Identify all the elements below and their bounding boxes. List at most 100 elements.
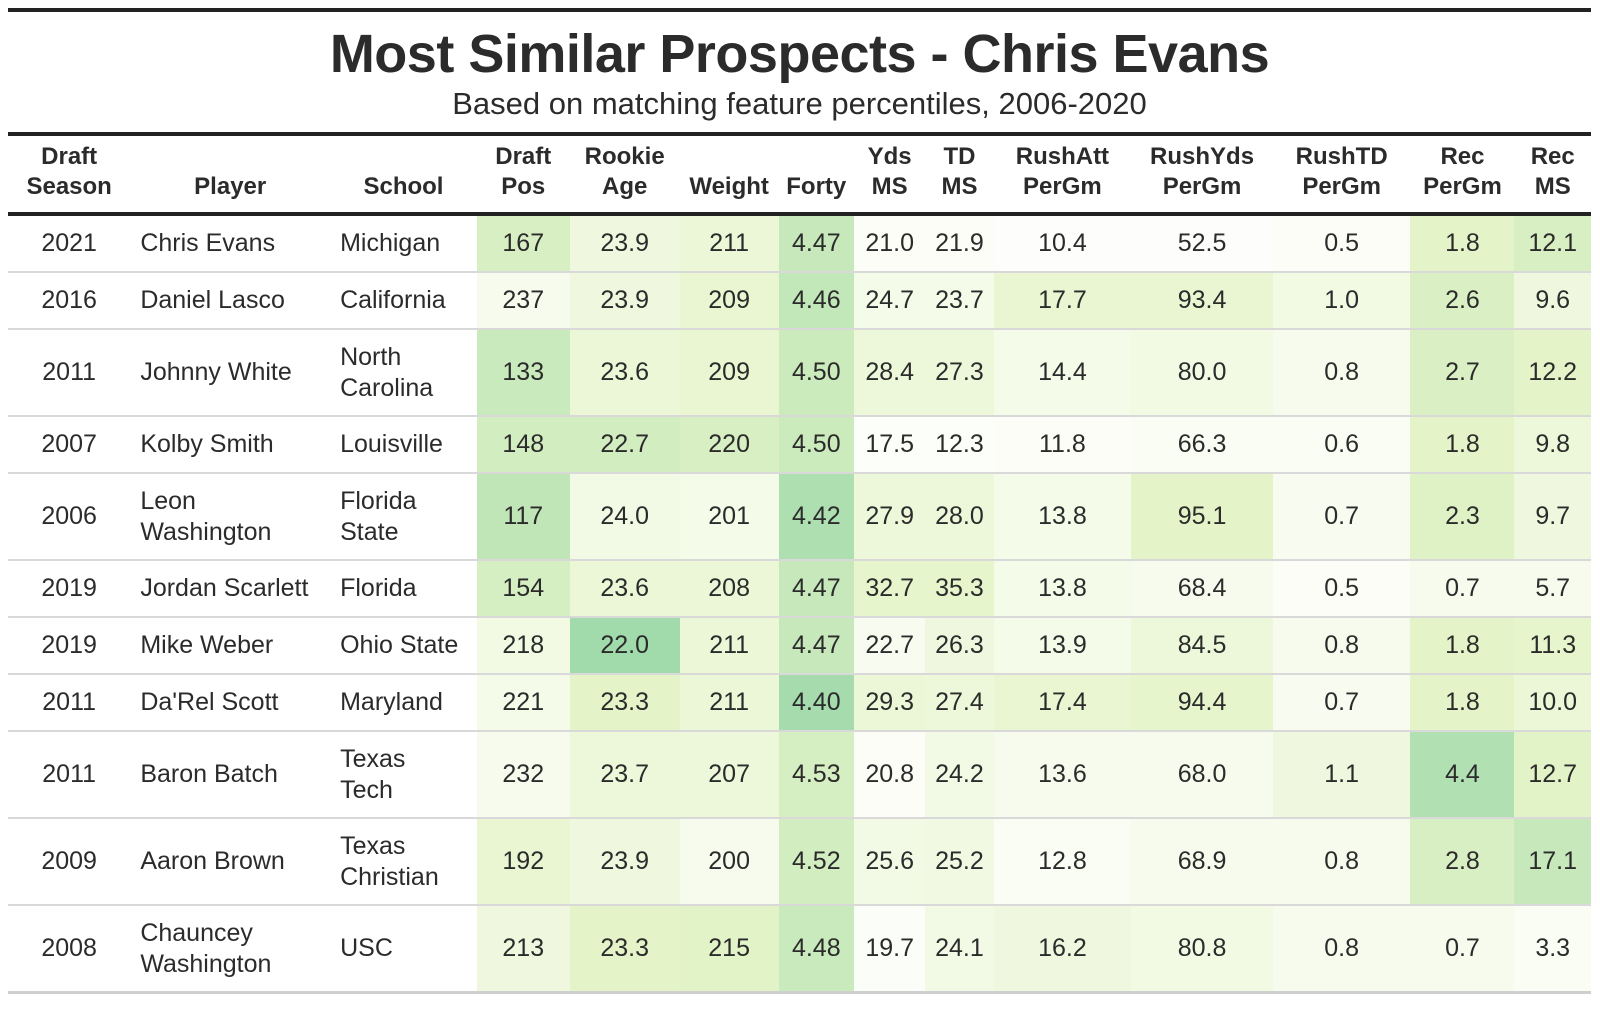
cell-pos: 133 [476,329,570,417]
cell-rushyds: 80.0 [1131,329,1273,417]
column-header-tdms: TD MS [925,136,993,214]
cell-ydsms: 19.7 [853,905,926,994]
cell-rushtd: 0.7 [1272,674,1411,732]
cell-recms: 3.3 [1514,905,1591,994]
column-header-line: Rec [1440,143,1485,170]
cell-forty: 4.42 [778,473,854,561]
cell-weight: 211 [679,674,779,732]
cell-pos: 237 [476,272,570,330]
table-row: 2009 Aaron Brown Texas Christian 192 23.9 200… [8,818,1591,906]
cell-rushatt: 10.4 [993,214,1132,273]
cell-age: 23.9 [569,818,680,906]
cell-recms: 11.3 [1514,617,1591,675]
cell-weight: 209 [679,329,779,417]
cell-rec: 1.8 [1410,416,1515,474]
column-header-line: Weight [689,173,769,200]
table-row: 2019 Jordan Scarlett Florida 154 23.6 208 4.47… [8,560,1591,618]
column-header-rushyds: RushYds PerGm [1131,136,1273,214]
column-header-line: RushYds [1150,143,1255,170]
cell-season: 2019 [8,560,131,618]
column-header-line: MS [941,173,978,200]
cell-rec: 2.8 [1410,818,1515,906]
cell-ydsms: 17.5 [853,416,926,474]
cell-weight: 220 [679,416,779,474]
cell-season: 2006 [8,473,131,561]
column-header-line: Pos [501,173,546,200]
cell-rushyds: 80.8 [1131,905,1273,994]
cell-pos: 148 [476,416,570,474]
cell-rec: 4.4 [1410,731,1515,819]
cell-rec: 2.7 [1410,329,1515,417]
cell-rushatt: 14.4 [993,329,1132,417]
table-body: 2021 Chris Evans Michigan 167 23.9 211 4.47 21.… [8,214,1591,994]
cell-age: 23.9 [569,214,680,273]
cell-rushyds: 84.5 [1131,617,1273,675]
cell-player: Jordan Scarlett [130,560,331,618]
column-header-line: PerGm [1162,173,1242,200]
cell-weight: 207 [679,731,779,819]
cell-ydsms: 21.0 [853,214,926,273]
cell-tdms: 24.2 [925,731,994,819]
cell-tdms: 23.7 [925,272,994,330]
cell-pos: 221 [476,674,570,732]
column-header-recms: Rec MS [1514,136,1591,214]
cell-rushtd: 0.8 [1272,818,1411,906]
cell-rushyds: 94.4 [1131,674,1273,732]
cell-forty: 4.53 [778,731,854,819]
cell-rec: 2.6 [1410,272,1515,330]
cell-recms: 12.7 [1514,731,1591,819]
cell-age: 24.0 [569,473,680,561]
table-row: 2007 Kolby Smith Louisville 148 22.7 220 4.50 1… [8,416,1591,474]
cell-forty: 4.47 [778,560,854,618]
cell-rushtd: 0.8 [1272,617,1411,675]
cell-rushtd: 1.1 [1272,731,1411,819]
cell-recms: 5.7 [1514,560,1591,618]
cell-school: Texas Tech [330,731,477,819]
cell-age: 22.7 [569,416,680,474]
cell-school: Michigan [330,214,477,273]
cell-school: Florida [330,560,477,618]
cell-rec: 1.8 [1410,617,1515,675]
cell-rushtd: 0.5 [1272,214,1411,273]
top-rule [8,8,1591,12]
header-row: Draft Season Player School Draft Pos Rookie Age… [8,136,1591,214]
table-row: 2011 Johnny White North Carolina 133 23.6 209… [8,329,1591,417]
table-row: 2016 Daniel Lasco California 237 23.9 209 4.46… [8,272,1591,330]
table-row: 2019 Mike Weber Ohio State 218 22.0 211 4.47 22… [8,617,1591,675]
table-row: 2008 Chauncey Washington USC 213 23.3 215 4.48… [8,905,1591,994]
cell-pos: 232 [476,731,570,819]
column-header-forty: Forty [779,136,854,214]
cell-season: 2011 [8,731,131,819]
cell-pos: 218 [476,617,570,675]
cell-rushyds: 68.0 [1131,731,1273,819]
cell-tdms: 12.3 [925,416,994,474]
cell-rushtd: 1.0 [1272,272,1411,330]
cell-ydsms: 29.3 [853,674,926,732]
cell-rushatt: 13.8 [993,560,1132,618]
column-header-rushatt: RushAtt PerGm [994,136,1132,214]
cell-tdms: 27.4 [925,674,994,732]
table-row: 2011 Baron Batch Texas Tech 232 23.7 207 4.53 2… [8,731,1591,819]
cell-rushatt: 13.8 [993,473,1132,561]
column-header-season: Draft Season [8,136,130,214]
cell-rushyds: 52.5 [1131,214,1273,273]
cell-recms: 12.1 [1514,214,1591,273]
cell-tdms: 25.2 [925,818,994,906]
cell-rushatt: 13.6 [993,731,1132,819]
cell-rushyds: 68.9 [1131,818,1273,906]
table-row: 2011 Da'Rel Scott Maryland 221 23.3 211 4.40 29… [8,674,1591,732]
cell-age: 23.6 [569,560,680,618]
cell-school: USC [330,905,477,994]
cell-age: 23.9 [569,272,680,330]
subtitle: Based on matching feature percentiles, 2… [452,86,1147,121]
cell-recms: 10.0 [1514,674,1591,732]
column-header-line: Player [194,173,267,200]
cell-tdms: 21.9 [925,214,994,273]
cell-age: 22.0 [569,617,680,675]
cell-player: Mike Weber [130,617,331,675]
cell-weight: 209 [679,272,779,330]
cell-season: 2011 [8,329,131,417]
cell-school: Maryland [330,674,477,732]
table-row: 2021 Chris Evans Michigan 167 23.9 211 4.47 21.… [8,214,1591,273]
cell-tdms: 26.3 [925,617,994,675]
